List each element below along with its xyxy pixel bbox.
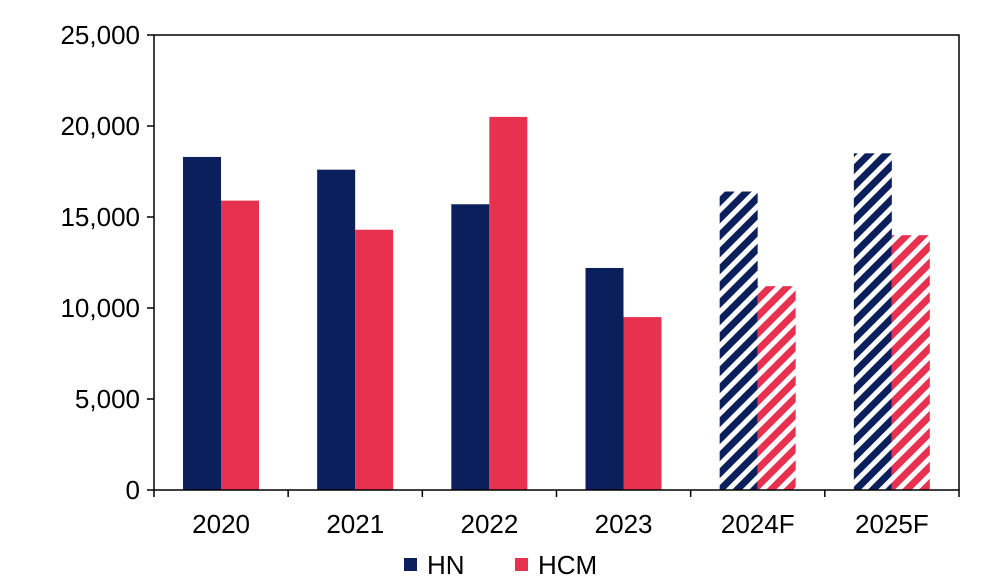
- y-tick-label: 0: [126, 475, 140, 505]
- bar-hn-2023: [585, 267, 624, 490]
- plot-frame: [153, 34, 960, 491]
- bar-hcm-2021: [355, 229, 394, 491]
- y-axis: 0 5,000 10,000 15,000 20,000 25,000: [60, 20, 154, 505]
- y-tick-label: 10,000: [60, 293, 140, 323]
- bar-hcm-2020: [221, 200, 259, 490]
- legend-swatch-hn: [404, 558, 417, 571]
- y-tick-label: 25,000: [60, 20, 140, 50]
- x-tick-label: 2021: [326, 509, 384, 539]
- legend: HN HCM: [404, 550, 597, 580]
- y-tick-label: 20,000: [60, 111, 140, 141]
- bar-hcm-2022: [489, 116, 528, 491]
- bar-hcm-2024f: [757, 286, 796, 490]
- legend-label-hcm: HCM: [538, 550, 597, 580]
- legend-swatch-hcm: [515, 558, 528, 571]
- bar-hn-2021: [317, 169, 356, 490]
- x-axis: 2020 2021 2022 2023 2024F 2025F: [153, 490, 960, 539]
- x-tick-label: 2023: [595, 509, 653, 539]
- bars-layer: [183, 116, 930, 491]
- bar-hn-2022: [451, 204, 490, 490]
- y-tick-label: 5,000: [75, 384, 140, 414]
- bar-hn-2025f: [853, 153, 892, 491]
- bar-hn-2020: [183, 156, 221, 490]
- legend-label-hn: HN: [427, 550, 465, 580]
- y-tick-label: 15,000: [60, 202, 140, 232]
- x-tick-label: 2025F: [855, 509, 929, 539]
- x-tick-label: 2024F: [721, 509, 795, 539]
- x-tick-label: 2022: [460, 509, 518, 539]
- bar-hn-2024f: [719, 191, 758, 490]
- x-tick-label: 2020: [192, 509, 250, 539]
- bar-hcm-2023: [623, 317, 662, 490]
- bar-hcm-2025f: [891, 235, 930, 490]
